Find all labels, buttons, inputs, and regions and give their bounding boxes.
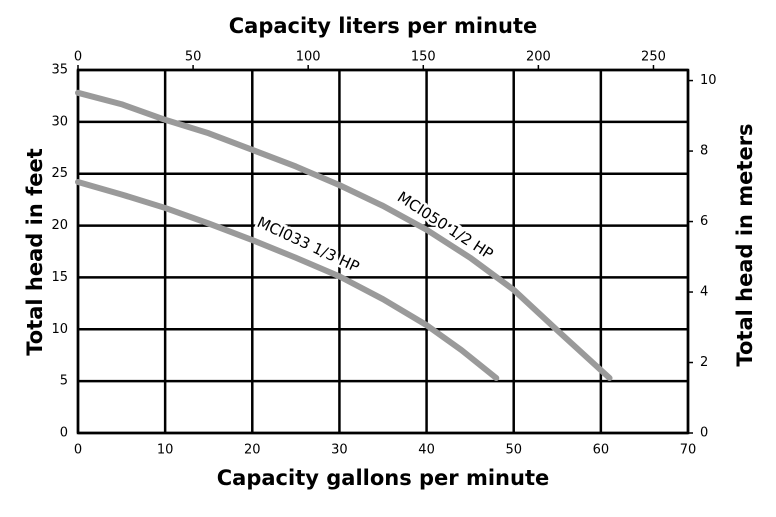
y2-axis-title: Total head in meters <box>733 123 757 366</box>
y-tick-label: 30 <box>51 114 68 129</box>
x2-tick-label: 50 <box>185 50 202 65</box>
y-tick-label: 10 <box>51 322 68 337</box>
top-axis-title: Capacity liters per minute <box>229 14 538 38</box>
x-tick-label: 0 <box>74 443 82 458</box>
x-axis-title: Capacity gallons per minute <box>217 466 549 490</box>
y2-tick-label: 10 <box>700 73 717 88</box>
curve <box>75 179 500 382</box>
x-tick-label: 10 <box>157 443 174 458</box>
x-tick-label: 70 <box>680 443 697 458</box>
plot-frame <box>76 68 690 435</box>
y2-tick-label: 6 <box>700 214 708 229</box>
x2-tick-label: 100 <box>296 50 321 65</box>
y2-tick-label: 0 <box>700 426 708 441</box>
y-tick-label: 20 <box>51 218 68 233</box>
x-tick-label: 50 <box>505 443 522 458</box>
y-tick-label: 25 <box>51 166 68 181</box>
y-tick-label: 35 <box>51 63 68 78</box>
x-tick-label: 20 <box>244 443 261 458</box>
x2-tick-label: 150 <box>411 50 436 65</box>
x-tick-label: 40 <box>418 443 435 458</box>
y2-tick-label: 4 <box>700 285 708 300</box>
y2-tick-label: 2 <box>700 355 708 370</box>
x2-tick-label: 200 <box>526 50 551 65</box>
curve <box>75 89 613 382</box>
x-tick-label: 30 <box>331 443 348 458</box>
x2-tick-label: 250 <box>641 50 666 65</box>
y-axis-title: Total head in feet <box>23 148 47 356</box>
y2-tick-label: 8 <box>700 144 708 159</box>
x-tick-label: 60 <box>593 443 610 458</box>
x2-tick-label: 0 <box>74 50 82 65</box>
y-tick-label: 5 <box>60 374 68 389</box>
y-tick-label: 15 <box>51 270 68 285</box>
y-tick-label: 0 <box>60 426 68 441</box>
